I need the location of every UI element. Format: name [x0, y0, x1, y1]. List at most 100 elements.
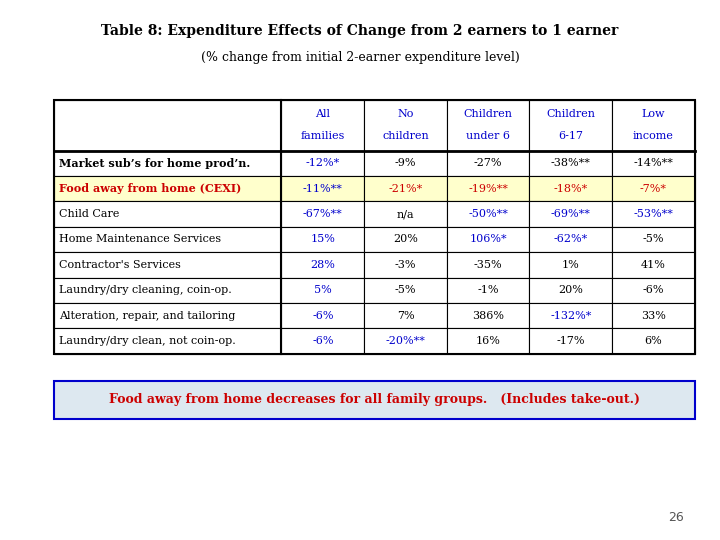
Text: -7%*: -7%* — [640, 184, 667, 194]
Text: -12%*: -12%* — [306, 158, 340, 168]
Bar — [364, 100, 447, 151]
Bar — [529, 278, 612, 303]
Text: -6%: -6% — [312, 310, 333, 321]
Bar — [529, 227, 612, 252]
Bar — [612, 328, 695, 354]
Text: income: income — [633, 131, 674, 141]
Text: Children: Children — [546, 109, 595, 119]
Bar — [54, 151, 282, 176]
Bar — [364, 151, 447, 176]
Text: 28%: 28% — [310, 260, 336, 270]
Text: All: All — [315, 109, 330, 119]
Text: 16%: 16% — [476, 336, 500, 346]
Text: Contractor's Services: Contractor's Services — [59, 260, 181, 270]
Bar — [54, 201, 282, 227]
Text: 41%: 41% — [641, 260, 666, 270]
Bar — [529, 201, 612, 227]
Text: -6%: -6% — [312, 336, 333, 346]
Text: -50%**: -50%** — [468, 209, 508, 219]
Text: -19%**: -19%** — [468, 184, 508, 194]
Bar — [529, 151, 612, 176]
Text: (% change from initial 2-earner expenditure level): (% change from initial 2-earner expendit… — [201, 51, 519, 64]
Text: Children: Children — [464, 109, 513, 119]
Bar — [282, 176, 364, 201]
Bar — [54, 278, 282, 303]
Text: -20%**: -20%** — [385, 336, 426, 346]
Text: Alteration, repair, and tailoring: Alteration, repair, and tailoring — [59, 310, 235, 321]
Bar — [612, 227, 695, 252]
Text: children: children — [382, 131, 429, 141]
Text: 106%*: 106%* — [469, 234, 507, 245]
Text: Table 8: Expenditure Effects of Change from 2 earners to 1 earner: Table 8: Expenditure Effects of Change f… — [102, 24, 618, 38]
Bar — [529, 303, 612, 328]
Bar — [54, 252, 282, 278]
Text: n/a: n/a — [397, 209, 414, 219]
Bar — [282, 252, 364, 278]
Text: Low: Low — [642, 109, 665, 119]
Text: 26: 26 — [668, 511, 684, 524]
Bar — [364, 227, 447, 252]
Text: No: No — [397, 109, 414, 119]
Bar — [447, 151, 529, 176]
Bar — [282, 328, 364, 354]
Bar — [447, 328, 529, 354]
Text: -9%: -9% — [395, 158, 416, 168]
Text: -17%: -17% — [557, 336, 585, 346]
Bar — [282, 227, 364, 252]
Text: Home Maintenance Services: Home Maintenance Services — [59, 234, 221, 245]
Bar — [447, 252, 529, 278]
Bar — [447, 227, 529, 252]
Text: -35%: -35% — [474, 260, 503, 270]
Text: -62%*: -62%* — [554, 234, 588, 245]
Bar — [54, 100, 695, 354]
Bar — [612, 176, 695, 201]
Text: -6%: -6% — [643, 285, 665, 295]
Bar — [612, 252, 695, 278]
Bar — [54, 328, 282, 354]
Bar — [282, 303, 364, 328]
Bar — [364, 328, 447, 354]
Text: -69%**: -69%** — [551, 209, 590, 219]
Bar — [282, 201, 364, 227]
Bar — [54, 381, 695, 418]
Text: -132%*: -132%* — [550, 310, 592, 321]
Text: 5%: 5% — [314, 285, 332, 295]
Bar — [364, 278, 447, 303]
Text: 20%: 20% — [393, 234, 418, 245]
Text: -27%: -27% — [474, 158, 503, 168]
Text: -5%: -5% — [643, 234, 665, 245]
Bar — [54, 100, 282, 151]
Bar — [447, 303, 529, 328]
Text: -1%: -1% — [477, 285, 499, 295]
Text: 1%: 1% — [562, 260, 580, 270]
Bar — [364, 201, 447, 227]
Text: 7%: 7% — [397, 310, 414, 321]
Text: Food away from home decreases for all family groups.   (Includes take-out.): Food away from home decreases for all fa… — [109, 393, 640, 406]
Text: Market sub’s for home prod’n.: Market sub’s for home prod’n. — [59, 158, 251, 169]
Bar — [447, 100, 529, 151]
Bar — [364, 176, 447, 201]
Text: Food away from home (CEXI): Food away from home (CEXI) — [59, 183, 241, 194]
Bar — [612, 151, 695, 176]
Text: 33%: 33% — [641, 310, 666, 321]
Bar — [282, 100, 364, 151]
Text: -21%*: -21%* — [388, 184, 423, 194]
Text: Child Care: Child Care — [59, 209, 120, 219]
Bar — [54, 303, 282, 328]
Text: -53%**: -53%** — [634, 209, 673, 219]
Bar — [529, 252, 612, 278]
Bar — [447, 201, 529, 227]
Bar — [54, 227, 282, 252]
Bar — [529, 328, 612, 354]
Bar — [447, 278, 529, 303]
Text: -3%: -3% — [395, 260, 416, 270]
Text: 20%: 20% — [559, 285, 583, 295]
Text: 6-17: 6-17 — [558, 131, 583, 141]
Bar — [282, 151, 364, 176]
Bar — [54, 176, 282, 201]
Bar — [282, 278, 364, 303]
Text: Laundry/dry cleaning, coin-op.: Laundry/dry cleaning, coin-op. — [59, 285, 232, 295]
Text: families: families — [301, 131, 345, 141]
Text: Laundry/dry clean, not coin-op.: Laundry/dry clean, not coin-op. — [59, 336, 235, 346]
Bar — [364, 252, 447, 278]
